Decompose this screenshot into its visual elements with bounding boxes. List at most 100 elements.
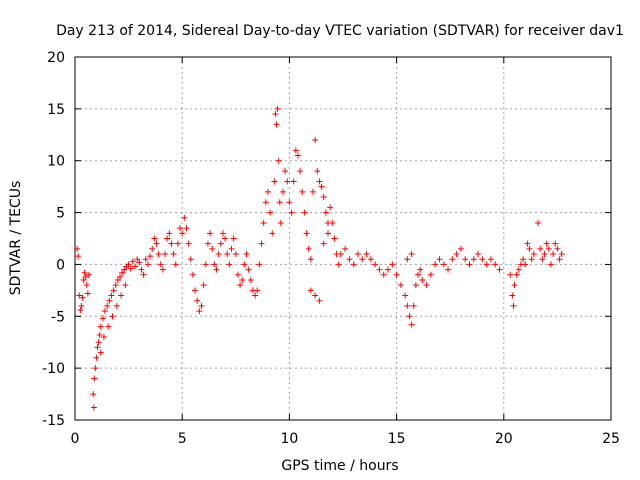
data-point	[198, 302, 205, 309]
data-point	[292, 147, 299, 154]
data-point	[275, 157, 282, 164]
data-point	[316, 297, 323, 304]
data-point	[256, 261, 263, 268]
data-point	[558, 251, 565, 258]
data-point	[219, 230, 226, 237]
data-point	[91, 375, 98, 382]
data-point	[543, 240, 550, 247]
data-point	[155, 251, 162, 258]
data-point	[522, 261, 529, 268]
data-point	[554, 245, 561, 252]
data-point	[164, 235, 171, 242]
data-point	[440, 261, 447, 268]
data-point	[312, 292, 319, 299]
data-point	[226, 261, 233, 268]
data-point	[209, 245, 216, 252]
y-axis-label: SDTVAR / TECUs	[8, 181, 24, 296]
data-point	[290, 178, 297, 185]
y-tick-label: 20	[47, 50, 65, 66]
data-point	[122, 282, 129, 289]
data-point	[204, 240, 211, 247]
data-point	[329, 219, 336, 226]
data-point	[76, 292, 83, 299]
data-point	[277, 219, 284, 226]
data-point	[79, 294, 86, 301]
data-point	[81, 269, 88, 276]
data-point	[423, 282, 430, 289]
data-point	[279, 188, 286, 195]
data-point	[117, 273, 124, 280]
data-point	[297, 168, 304, 175]
data-point	[243, 251, 250, 258]
data-point	[412, 282, 419, 289]
y-tick-label: 10	[47, 154, 65, 170]
data-point	[247, 276, 254, 283]
data-point	[380, 271, 387, 278]
data-point	[96, 331, 103, 338]
data-point	[312, 136, 319, 143]
data-point	[404, 302, 411, 309]
data-point	[85, 271, 92, 278]
data-point	[410, 302, 417, 309]
data-point	[183, 225, 190, 232]
y-tick-label: -5	[51, 309, 65, 325]
data-point	[258, 240, 265, 247]
x-tick-label: 0	[71, 431, 80, 447]
data-point	[177, 225, 184, 232]
data-point	[408, 251, 415, 258]
data-point	[335, 261, 342, 268]
data-point	[100, 334, 107, 341]
data-point	[509, 292, 516, 299]
data-point	[436, 256, 443, 263]
data-point	[138, 266, 145, 273]
data-point	[324, 230, 331, 237]
data-point	[453, 251, 460, 258]
data-point	[432, 261, 439, 268]
data-point	[487, 256, 494, 263]
data-point	[530, 251, 537, 258]
data-point	[483, 261, 490, 268]
data-point	[194, 297, 201, 304]
data-point	[254, 287, 261, 294]
data-point	[299, 188, 306, 195]
data-point	[75, 253, 82, 260]
data-point	[172, 261, 179, 268]
data-point	[252, 292, 259, 299]
data-point	[547, 261, 554, 268]
data-point	[80, 276, 87, 283]
data-point	[187, 256, 194, 263]
data-point	[367, 256, 374, 263]
data-point	[192, 287, 199, 294]
data-point	[320, 194, 327, 201]
data-point	[84, 290, 91, 297]
data-point	[185, 240, 192, 247]
data-point	[307, 256, 314, 263]
data-point	[125, 261, 132, 268]
x-tick-labels: 0 5 10 15 20 25	[71, 431, 620, 447]
data-point	[224, 251, 231, 258]
data-point	[303, 230, 310, 237]
data-point	[153, 240, 160, 247]
data-point	[93, 354, 100, 361]
data-point	[528, 256, 535, 263]
data-point	[166, 230, 173, 237]
data-point	[118, 292, 125, 299]
data-point	[314, 168, 321, 175]
data-point	[513, 271, 520, 278]
data-point	[445, 266, 452, 273]
data-point	[232, 251, 239, 258]
y-tick-label: 5	[56, 206, 65, 222]
data-point	[151, 235, 158, 242]
data-point	[350, 261, 357, 268]
data-point	[142, 256, 149, 263]
data-point	[462, 256, 469, 263]
data-point	[78, 302, 85, 309]
data-point	[196, 308, 203, 315]
data-point	[376, 266, 383, 273]
data-point	[417, 266, 424, 273]
data-point	[526, 245, 533, 252]
data-point	[359, 256, 366, 263]
data-point	[427, 271, 434, 278]
data-point	[393, 271, 400, 278]
data-point	[106, 297, 113, 304]
